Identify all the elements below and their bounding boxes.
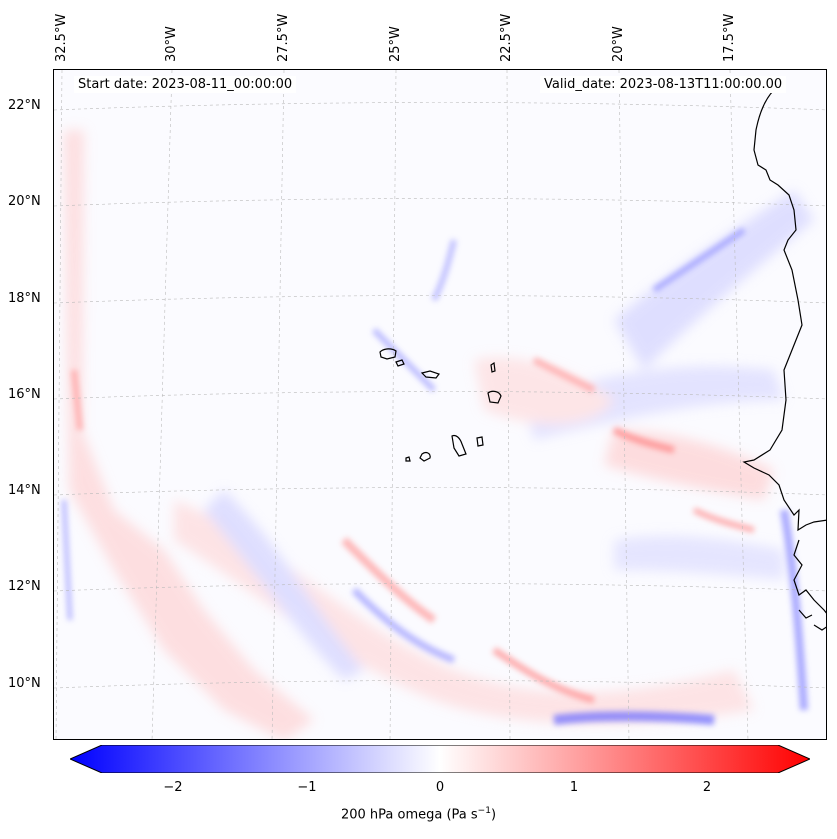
island-boa-vista (487, 390, 502, 404)
red-streak-6 (71, 369, 83, 431)
lat-tick-14n: 14°N (8, 483, 41, 498)
colorbar-tick-neg1: −1 (297, 780, 317, 795)
red-streak-2 (492, 647, 595, 704)
lat-tick-20n: 20°N (8, 194, 41, 209)
grid-lon-20w (618, 70, 630, 739)
island-santiago (451, 434, 467, 457)
lon-tick-17-5w: 17.5°W (722, 13, 737, 62)
grid-lat-12n (54, 583, 826, 592)
colorbar (70, 745, 810, 773)
lon-tick-25w: 25°W (388, 26, 403, 62)
blue-band-northeast (614, 190, 814, 370)
grid-lat-20n (54, 198, 826, 207)
grid-lat-16n (54, 391, 826, 400)
colorbar-label: 200 hPa omega (Pa s−1) (0, 806, 837, 822)
colorbar-tick-1: 1 (569, 780, 579, 795)
coast-islands-south (798, 609, 826, 631)
grid-lat-18n (54, 295, 826, 304)
grid-lat-22n (54, 102, 826, 111)
island-sao-nicolau (420, 370, 440, 379)
island-santo-antao (379, 348, 397, 360)
blue-streak-5 (61, 499, 73, 621)
blue-strip-east-coast (780, 509, 808, 711)
lon-tick-22-5w: 22.5°W (499, 13, 514, 62)
colorbar-bar (70, 745, 810, 773)
red-streak-4 (612, 426, 675, 454)
grid-lon-22-5w (506, 70, 511, 739)
grid-lon-32-5w (55, 70, 63, 739)
colorbar-tick-0: 0 (435, 780, 445, 795)
blue-streak-4 (652, 227, 746, 293)
lon-tick-20w: 20°W (611, 26, 626, 62)
valid-date-label: Valid_date: 2023-08-13T11:00:00.00 (540, 76, 787, 93)
island-brava (405, 456, 411, 462)
blue-streak-1 (351, 587, 456, 664)
field-broad-anomalies (64, 130, 814, 739)
blue-streak-3 (431, 239, 457, 302)
africa-coast (742, 89, 826, 532)
coastline (379, 89, 826, 631)
island-maio (476, 436, 484, 447)
red-streak-1 (341, 537, 437, 624)
lat-tick-10n: 10°N (8, 676, 41, 691)
africa-coast-south (793, 539, 826, 614)
island-sao-vicente (395, 359, 405, 367)
field-streaks (61, 227, 808, 725)
colorbar-tick-neg2: −2 (163, 780, 183, 795)
blue-streak-2 (371, 327, 437, 393)
island-fogo (419, 452, 431, 462)
lon-tick-32-5w: 32.5°W (54, 13, 69, 62)
grid-lon-17-5w (729, 70, 749, 739)
lat-tick-22n: 22°N (8, 98, 41, 113)
blue-strip-south (553, 711, 715, 725)
lat-tick-18n: 18°N (8, 291, 41, 306)
lat-tick-12n: 12°N (8, 579, 41, 594)
grid-lon-30w (151, 70, 173, 739)
omega-field (54, 70, 826, 739)
red-patch-east (604, 430, 774, 500)
grid-lon-27-5w (271, 70, 285, 739)
colorbar-label-text: 200 hPa omega (Pa s (340, 807, 478, 823)
red-streak-3 (532, 356, 596, 394)
blue-patch-southeast (614, 535, 784, 580)
graticule (54, 70, 826, 739)
island-sal (490, 361, 496, 373)
colorbar-label-unit: −1 (477, 806, 491, 816)
colorbar-label-close: ) (490, 807, 497, 823)
grid-lat-14n (54, 487, 826, 496)
lat-tick-16n: 16°N (8, 387, 41, 402)
lon-tick-30w: 30°W (164, 26, 179, 62)
red-patch-center (474, 357, 614, 424)
map-panel[interactable] (53, 69, 827, 740)
red-streak-5 (692, 507, 755, 533)
red-band-west (64, 130, 314, 739)
grid-lon-25w (389, 70, 397, 739)
start-date-label: Start date: 2023-08-11_00:00:00 (74, 76, 297, 93)
grid-lat-10n (54, 680, 826, 689)
colorbar-tick-2: 2 (702, 780, 712, 795)
lon-tick-27-5w: 27.5°W (276, 13, 291, 62)
